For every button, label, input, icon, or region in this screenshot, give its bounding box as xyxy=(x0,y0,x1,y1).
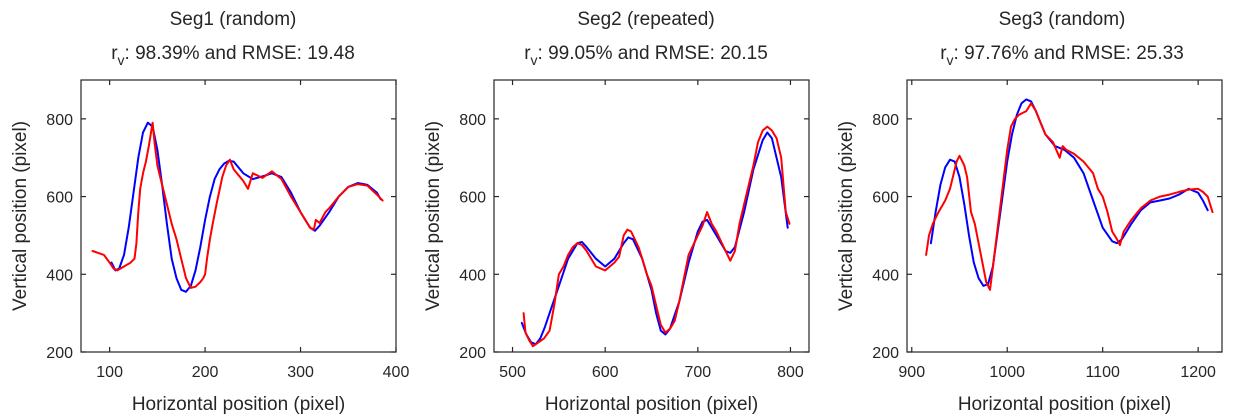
chart-subtitle-metrics: rv: 98.39% and RMSE: 19.48 xyxy=(111,43,355,68)
x-tick-label: 1200 xyxy=(1180,364,1216,381)
y-tick-label: 200 xyxy=(459,345,486,362)
y-axis-label: Vertical position (pixel) xyxy=(10,121,31,311)
y-tick-label: 800 xyxy=(459,112,486,129)
metric-symbol: r xyxy=(111,43,118,64)
metric-values: : 98.39% and RMSE: 19.48 xyxy=(125,43,355,64)
x-tick-label: 100 xyxy=(96,364,123,381)
x-tick-label: 800 xyxy=(777,364,804,381)
y-axis-label: Vertical position (pixel) xyxy=(423,121,444,311)
x-tick-label: 400 xyxy=(383,364,410,381)
x-tick-label: 700 xyxy=(684,364,711,381)
metric-values: : 99.05% and RMSE: 20.15 xyxy=(538,43,768,64)
chart-subtitle-metrics: rv: 99.05% and RMSE: 20.15 xyxy=(524,43,768,68)
chart-title: Seg3 (random) xyxy=(999,9,1126,30)
metric-symbol: r xyxy=(524,43,531,64)
x-tick-label: 500 xyxy=(499,364,526,381)
chart-title: Seg1 (random) xyxy=(170,9,297,30)
y-tick-label: 600 xyxy=(46,190,73,207)
red-series-line xyxy=(522,125,791,348)
y-tick-label: 800 xyxy=(46,112,73,129)
chart-panel-3: Seg3 (random) rv: 97.76% and RMSE: 25.33 9… xyxy=(836,9,1223,415)
y-tick-label: 200 xyxy=(872,345,899,362)
x-tick-label: 1100 xyxy=(1085,364,1120,381)
x-tick-label: 900 xyxy=(898,364,925,381)
x-tick-label: 600 xyxy=(592,364,619,381)
y-tick-label: 400 xyxy=(459,267,486,284)
y-tick-label: 800 xyxy=(872,112,899,129)
blue-series-line xyxy=(929,98,1209,287)
metric-subscript: v xyxy=(118,52,125,68)
y-tick-label: 200 xyxy=(46,345,73,362)
chart-panel-1: Seg1 (random) rv: 98.39% and RMSE: 19.48 1… xyxy=(10,9,409,415)
y-tick-label: 600 xyxy=(459,190,486,207)
metric-symbol: r xyxy=(940,43,947,64)
x-tick-label: 300 xyxy=(287,364,314,381)
x-tick-label: 200 xyxy=(192,364,219,381)
blue-series-line xyxy=(110,121,382,293)
chart-title: Seg2 (repeated) xyxy=(577,9,714,30)
y-axis-label: Vertical position (pixel) xyxy=(836,121,857,311)
plot-frame xyxy=(493,79,810,353)
plot-frame xyxy=(906,79,1223,353)
chart-subtitle-metrics: rv: 97.76% and RMSE: 25.33 xyxy=(940,43,1184,68)
x-axis-label: Horizontal position (pixel) xyxy=(545,394,758,415)
metric-subscript: v xyxy=(947,52,954,68)
x-axis-label: Horizontal position (pixel) xyxy=(958,394,1171,415)
blue-series-line xyxy=(520,131,789,346)
y-tick-label: 400 xyxy=(46,267,73,284)
y-tick-label: 600 xyxy=(872,190,899,207)
x-axis-label: Horizontal position (pixel) xyxy=(132,394,345,415)
plot-frame xyxy=(80,79,397,353)
red-series-line xyxy=(925,102,1214,291)
metric-values: : 97.76% and RMSE: 25.33 xyxy=(954,43,1184,64)
metric-subscript: v xyxy=(531,52,538,68)
x-tick-label: 1000 xyxy=(989,364,1025,381)
red-series-line xyxy=(91,121,384,289)
chart-panel-2: Seg2 (repeated) rv: 99.05% and RMSE: 20.1… xyxy=(423,9,810,415)
y-tick-label: 400 xyxy=(872,267,899,284)
